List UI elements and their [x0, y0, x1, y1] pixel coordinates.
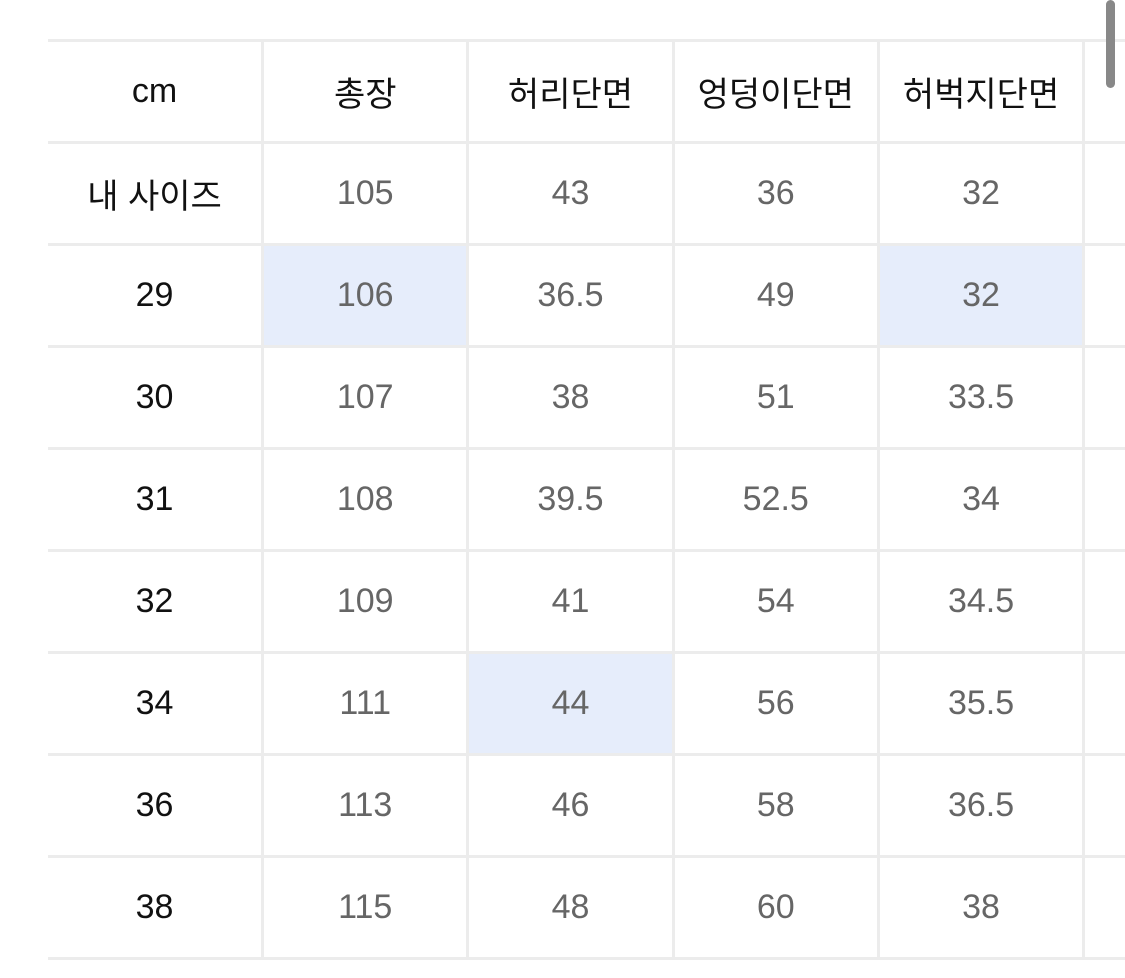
highlighted-cell: 106	[261, 243, 468, 348]
value-cell: 60	[671, 855, 879, 960]
table-row: 내 사이즈 105 43 36 32	[48, 141, 1125, 246]
overflow-column	[1082, 39, 1125, 144]
value-cell: 52.5	[671, 447, 879, 552]
overflow-column	[1082, 651, 1125, 756]
value-cell: 111	[261, 651, 468, 756]
overflow-column	[1082, 141, 1125, 246]
row-label: 36	[48, 753, 263, 858]
value-cell: 54	[671, 549, 879, 654]
highlighted-cell: 32	[876, 243, 1084, 348]
scrollbar[interactable]	[1106, 0, 1115, 88]
value-cell: 43	[466, 141, 674, 246]
value-cell: 46	[466, 753, 674, 858]
size-chart-table: cm 총장 허리단면 엉덩이단면 허벅지단면 내 사이즈 105 43 36 32 29 106 36.…	[48, 39, 1125, 960]
value-cell: 36.5	[466, 243, 674, 348]
table-row: 34 111 44 56 35.5	[48, 651, 1125, 756]
value-cell: 35.5	[876, 651, 1084, 756]
column-header: 엉덩이단면	[671, 39, 879, 144]
row-label: 29	[48, 243, 263, 348]
value-cell: 38	[876, 855, 1084, 960]
value-cell: 41	[466, 549, 674, 654]
unit-header: cm	[48, 39, 263, 144]
value-cell: 38	[466, 345, 674, 450]
row-label: 34	[48, 651, 263, 756]
header-row: cm 총장 허리단면 엉덩이단면 허벅지단면	[48, 39, 1125, 144]
value-cell: 113	[261, 753, 468, 858]
overflow-column	[1082, 243, 1125, 348]
column-header: 허리단면	[466, 39, 674, 144]
value-cell: 58	[671, 753, 879, 858]
value-cell: 56	[671, 651, 879, 756]
value-cell: 32	[876, 141, 1084, 246]
overflow-column	[1082, 549, 1125, 654]
column-header: 총장	[261, 39, 468, 144]
value-cell: 34	[876, 447, 1084, 552]
overflow-column	[1082, 753, 1125, 858]
table-row: 36 113 46 58 36.5	[48, 753, 1125, 858]
table-row: 31 108 39.5 52.5 34	[48, 447, 1125, 552]
value-cell: 51	[671, 345, 879, 450]
highlighted-cell: 44	[466, 651, 674, 756]
value-cell: 36.5	[876, 753, 1084, 858]
overflow-column	[1082, 345, 1125, 450]
value-cell: 34.5	[876, 549, 1084, 654]
row-label: 38	[48, 855, 263, 960]
value-cell: 109	[261, 549, 468, 654]
row-label: 32	[48, 549, 263, 654]
value-cell: 107	[261, 345, 468, 450]
row-label: 내 사이즈	[48, 141, 263, 246]
value-cell: 108	[261, 447, 468, 552]
value-cell: 115	[261, 855, 468, 960]
size-table-container: cm 총장 허리단면 엉덩이단면 허벅지단면 내 사이즈 105 43 36 32 29 106 36.…	[48, 39, 1125, 960]
value-cell: 49	[671, 243, 879, 348]
table-row: 38 115 48 60 38	[48, 855, 1125, 960]
overflow-column	[1082, 447, 1125, 552]
overflow-column	[1082, 855, 1125, 960]
value-cell: 33.5	[876, 345, 1084, 450]
table-row: 29 106 36.5 49 32	[48, 243, 1125, 348]
row-label: 30	[48, 345, 263, 450]
row-label: 31	[48, 447, 263, 552]
table-row: 30 107 38 51 33.5	[48, 345, 1125, 450]
value-cell: 48	[466, 855, 674, 960]
column-header: 허벅지단면	[876, 39, 1084, 144]
value-cell: 39.5	[466, 447, 674, 552]
value-cell: 36	[671, 141, 879, 246]
table-row: 32 109 41 54 34.5	[48, 549, 1125, 654]
value-cell: 105	[261, 141, 468, 246]
